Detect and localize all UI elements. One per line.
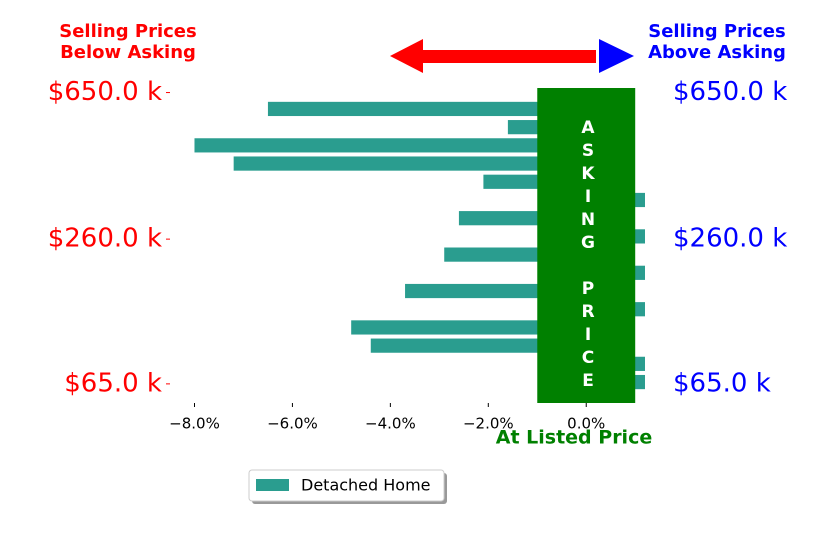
x-tick-label: −8.0% <box>169 415 220 433</box>
annotation-left: Selling Prices Below Asking <box>59 21 196 63</box>
x-tick-label: −4.0% <box>365 415 416 433</box>
bar <box>233 156 587 171</box>
y-tick-label-right: $65.0 k <box>673 368 771 398</box>
legend-box <box>248 469 445 502</box>
bar <box>194 138 587 153</box>
y-tick-label-left: $65.0 k <box>64 368 162 398</box>
y-tick-label-left: $650.0 k <box>48 77 162 107</box>
legend-label: Detached Home <box>301 476 431 495</box>
x-tick-label: 0.0% <box>567 415 605 433</box>
y-tick-label-right: $260.0 k <box>673 224 787 254</box>
arrow-left <box>390 39 596 73</box>
x-tick-label: −6.0% <box>267 415 318 433</box>
bar <box>351 320 587 335</box>
y-tick-label-left: $260.0 k <box>48 224 162 254</box>
legend-swatch <box>256 479 289 491</box>
asking-band <box>537 88 636 403</box>
legend: Detached Home <box>248 469 447 504</box>
bar <box>370 338 587 353</box>
annotation-bottom: At Listed Price <box>496 427 652 449</box>
arrow-right <box>599 39 634 73</box>
y-tick-label-right: $650.0 k <box>673 77 787 107</box>
x-tick-label: −2.0% <box>463 415 514 433</box>
band-text: ASKING PRICE <box>578 118 598 394</box>
bar <box>267 101 587 117</box>
annotation-right: Selling Prices Above Asking <box>648 21 786 63</box>
